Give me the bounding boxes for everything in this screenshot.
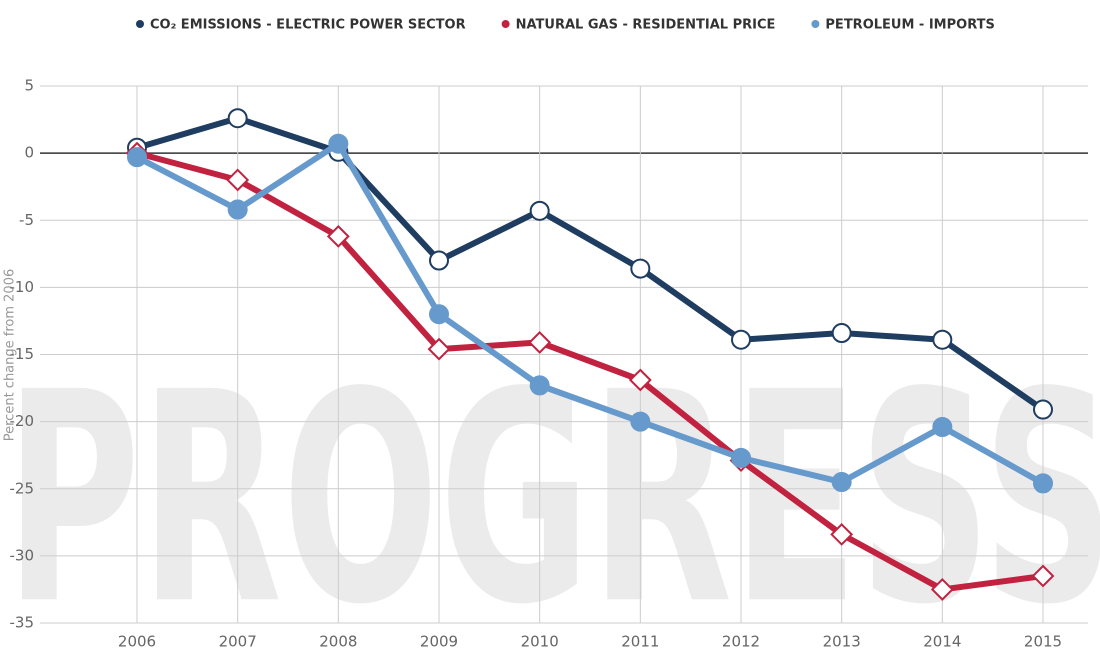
marker — [1033, 473, 1053, 494]
marker — [227, 199, 248, 220]
x-tick-label: 2007 — [219, 633, 257, 651]
y-axis-label: Percent change from 2006 — [3, 269, 18, 442]
marker — [226, 168, 250, 192]
y-tick-label: 5 — [24, 77, 34, 95]
y-tick-label: -10 — [10, 278, 35, 296]
marker — [831, 472, 852, 493]
marker — [127, 147, 147, 168]
marker — [630, 258, 651, 279]
marker — [932, 329, 953, 350]
marker — [429, 304, 449, 325]
marker — [528, 331, 552, 354]
marker — [731, 329, 751, 350]
y-tick-label: 0 — [24, 144, 34, 162]
legend-label: PETROLEUM - IMPORTS — [825, 18, 994, 33]
legend-marker — [501, 20, 510, 28]
x-tick-label: 2008 — [319, 633, 357, 651]
watermark: PROGRESS — [5, 331, 1100, 654]
marker — [628, 368, 652, 392]
marker — [227, 108, 248, 129]
x-tick-label: 2013 — [823, 633, 861, 651]
marker — [429, 250, 449, 271]
marker — [326, 224, 350, 248]
x-tick-label: 2012 — [722, 633, 760, 651]
x-tick-label: 2014 — [923, 633, 961, 651]
marker — [731, 447, 751, 468]
legend-label: NATURAL GAS - RESIDENTIAL PRICE — [516, 18, 776, 33]
x-tick-label: 2009 — [420, 633, 458, 651]
y-tick-label: -30 — [10, 546, 35, 564]
legend-label: CO₂ EMISSIONS - ELECTRIC POWER SECTOR — [150, 18, 466, 33]
y-tick-label: -5 — [19, 211, 34, 229]
y-tick-label: -25 — [10, 479, 35, 497]
y-tick-label: -15 — [10, 345, 35, 363]
legend-marker — [811, 20, 820, 28]
y-tick-label: -35 — [10, 614, 35, 632]
legend-marker — [136, 20, 144, 28]
x-tick-label: 2011 — [621, 633, 659, 651]
marker — [1033, 399, 1053, 420]
marker — [529, 375, 550, 396]
marker — [930, 578, 954, 601]
marker — [932, 416, 953, 437]
y-tick-label: -20 — [10, 412, 35, 430]
marker — [630, 411, 651, 432]
series-line — [136, 115, 1045, 413]
series-line — [135, 140, 1045, 486]
marker — [529, 200, 550, 221]
marker — [831, 323, 852, 344]
x-tick-label: 2010 — [521, 633, 559, 651]
series-line — [136, 150, 1044, 593]
marker — [830, 522, 854, 546]
marker — [328, 133, 349, 154]
marker — [427, 337, 451, 361]
x-tick-label: 2015 — [1024, 633, 1062, 651]
x-tick-label: 2006 — [118, 633, 156, 651]
marker — [1031, 564, 1055, 588]
